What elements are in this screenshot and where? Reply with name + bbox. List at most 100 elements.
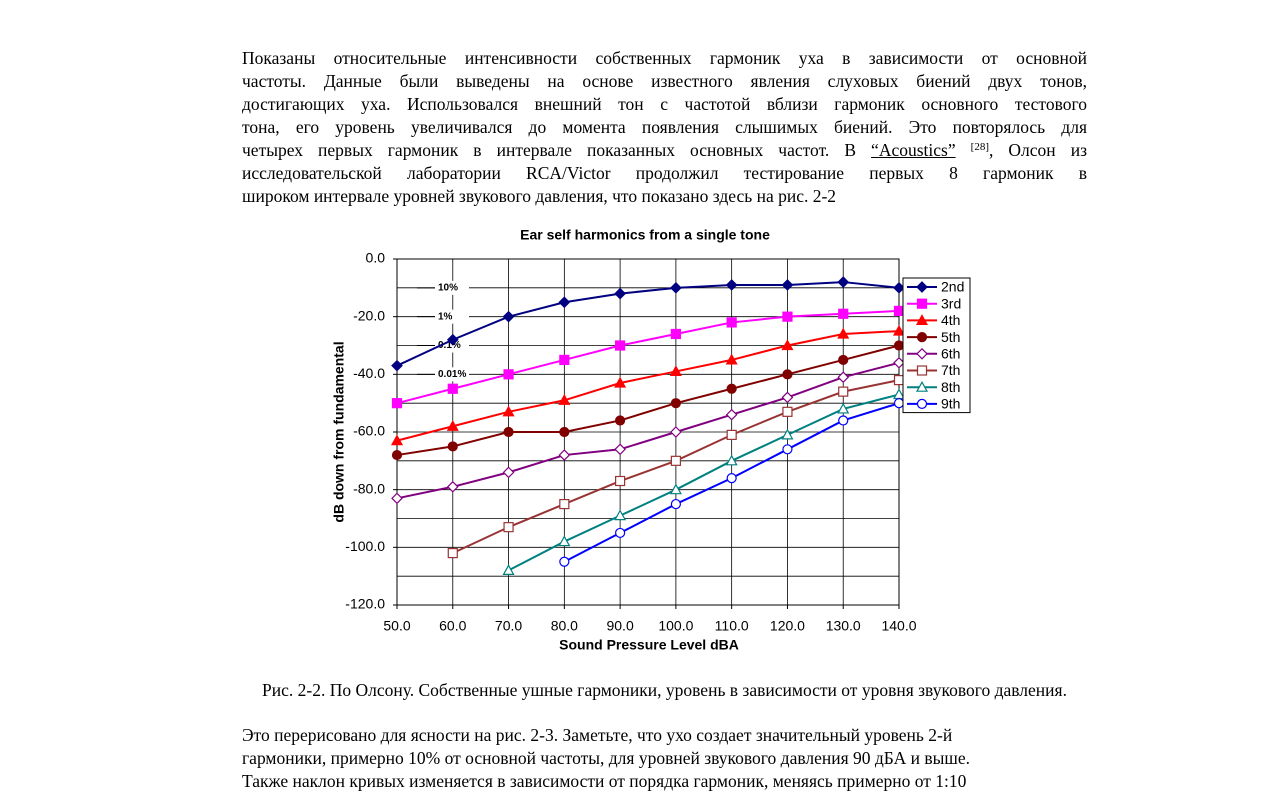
marker (837, 402, 850, 414)
marker (782, 311, 793, 322)
marker (503, 369, 514, 380)
marker (502, 405, 515, 417)
legend-label: 6th (941, 346, 960, 362)
series-line (396, 330, 900, 442)
text-line: тона, его уровень увеличивался до момент… (242, 117, 1087, 137)
marker (781, 339, 794, 351)
annotation: 10% (438, 282, 458, 293)
marker (559, 426, 570, 438)
y-tick-label: -120.0 (345, 596, 385, 612)
marker (838, 386, 849, 397)
x-tick-label: 100.0 (658, 618, 693, 634)
y-axis-label: dB down from fundamental (331, 341, 347, 522)
series-line (396, 309, 900, 405)
series-line (396, 344, 900, 457)
marker (916, 331, 928, 343)
marker (838, 415, 849, 426)
marker (916, 281, 928, 293)
marker (503, 426, 514, 438)
x-tick-label: 70.0 (495, 618, 522, 634)
marker (558, 535, 571, 547)
marker (391, 359, 403, 372)
marker (915, 314, 929, 326)
marker (726, 317, 737, 328)
annotation: 0.1% (438, 340, 461, 351)
citation: [28] (970, 141, 989, 153)
marker (782, 369, 793, 380)
text-span: , Олсон из (988, 140, 1087, 160)
marker (837, 276, 850, 288)
marker (916, 298, 928, 309)
marker (558, 449, 571, 461)
legend-label: 7th (941, 362, 960, 378)
marker (670, 426, 682, 438)
marker (559, 556, 570, 567)
y-tick-label: -20.0 (353, 307, 385, 323)
marker (725, 454, 738, 466)
legend-label: 8th (941, 379, 960, 395)
legend-label: 2nd (941, 279, 964, 295)
y-tick-label: 0.0 (366, 250, 386, 266)
marker (502, 310, 515, 323)
marker (670, 498, 681, 510)
marker (446, 333, 459, 346)
text-line: Показаны относительные интенсивности соб… (242, 48, 1087, 68)
series-line (396, 281, 900, 367)
marker (670, 398, 681, 409)
marker (725, 408, 738, 421)
marker (725, 353, 738, 365)
y-tick-label: -80.0 (353, 480, 385, 496)
x-axis-label: Sound Pressure Level dBA (559, 637, 739, 653)
marker (837, 371, 850, 384)
x-tick-label: 60.0 (439, 618, 466, 634)
marker (670, 281, 682, 294)
chart-title: Ear self harmonics from a single tone (520, 227, 770, 243)
after-paragraph: Это перерисовано для ясности на рис. 2-3… (242, 724, 1142, 793)
text-line: исследовательской лаборатории RCA/Victor… (242, 163, 1087, 183)
legend-label: 3rd (941, 295, 961, 311)
marker (893, 305, 905, 317)
text-line: Также наклон кривых изменяется в зависим… (242, 771, 967, 791)
marker (670, 328, 681, 340)
x-tick-label: 140.0 (881, 618, 916, 634)
marker (782, 444, 793, 455)
y-tick-label: -40.0 (353, 365, 385, 381)
text-span: четырех первых гармоник в интервале пока… (242, 140, 872, 160)
x-tick-label: 80.0 (551, 618, 578, 634)
marker (669, 483, 682, 495)
x-tick-label: 110.0 (715, 618, 749, 634)
marker (670, 455, 681, 466)
marker (614, 443, 626, 456)
marker (782, 406, 793, 417)
text-line: гармоники, примерно 10% от основной част… (242, 748, 971, 768)
annotation: 1% (438, 311, 453, 322)
marker (669, 365, 682, 377)
marker (391, 398, 403, 409)
text-line: широком интервале уровней звукового давл… (242, 186, 837, 206)
marker (726, 429, 737, 440)
legend-label: 9th (941, 396, 960, 412)
marker (502, 564, 515, 575)
reference-link[interactable]: “Acoustics” (871, 140, 956, 160)
legend-label: 4th (941, 312, 960, 328)
marker (558, 296, 571, 309)
marker (725, 279, 738, 291)
x-tick-label: 50.0 (383, 618, 410, 634)
marker (502, 466, 515, 479)
marker (390, 434, 404, 446)
chart: Ear self harmonics from a single tone So… (331, 227, 971, 653)
marker (781, 279, 794, 291)
marker (615, 475, 626, 487)
legend-box (902, 277, 971, 414)
text-line: достигающих уха. Использовался внешний т… (242, 94, 1087, 114)
marker (893, 340, 905, 351)
marker (446, 480, 459, 493)
marker (893, 281, 905, 294)
marker (916, 347, 928, 360)
marker (838, 308, 849, 319)
marker (447, 441, 458, 452)
marker (503, 522, 514, 533)
marker (559, 498, 570, 510)
marker (447, 383, 458, 394)
